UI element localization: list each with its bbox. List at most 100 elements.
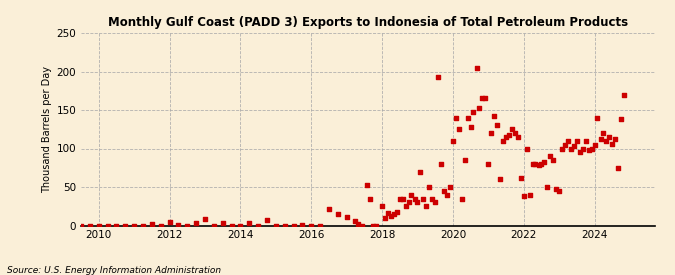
- Point: [471, 65, 482, 70]
- Point: [510, 131, 520, 135]
- Point: [155, 223, 166, 228]
- Point: [365, 196, 376, 201]
- Point: [518, 194, 529, 199]
- Point: [226, 223, 237, 228]
- Point: [445, 185, 456, 189]
- Point: [383, 211, 394, 215]
- Point: [412, 200, 423, 205]
- Point: [138, 223, 148, 228]
- Point: [547, 158, 558, 162]
- Point: [587, 146, 597, 151]
- Point: [368, 223, 379, 228]
- Point: [542, 185, 553, 189]
- Point: [439, 189, 450, 193]
- Point: [530, 162, 541, 166]
- Point: [480, 96, 491, 101]
- Point: [489, 114, 500, 118]
- Point: [371, 223, 381, 228]
- Point: [418, 196, 429, 201]
- Point: [146, 222, 157, 226]
- Point: [356, 223, 367, 228]
- Point: [495, 177, 506, 182]
- Point: [533, 163, 544, 168]
- Point: [539, 160, 549, 164]
- Point: [616, 117, 626, 122]
- Point: [497, 139, 508, 143]
- Point: [468, 109, 479, 114]
- Point: [504, 133, 514, 137]
- Point: [244, 221, 254, 226]
- Point: [67, 223, 78, 228]
- Point: [436, 162, 447, 166]
- Point: [353, 222, 364, 226]
- Point: [209, 223, 219, 228]
- Point: [595, 137, 606, 141]
- Point: [323, 206, 334, 211]
- Point: [394, 196, 405, 201]
- Point: [102, 223, 113, 228]
- Text: Source: U.S. Energy Information Administration: Source: U.S. Energy Information Administ…: [7, 266, 221, 275]
- Point: [501, 135, 512, 139]
- Point: [350, 219, 361, 223]
- Point: [279, 223, 290, 228]
- Point: [450, 116, 461, 120]
- Point: [598, 131, 609, 135]
- Point: [601, 139, 612, 143]
- Point: [173, 222, 184, 227]
- Point: [415, 169, 426, 174]
- Point: [462, 116, 473, 120]
- Point: [610, 137, 620, 141]
- Point: [430, 200, 441, 205]
- Point: [129, 223, 140, 228]
- Point: [200, 217, 211, 222]
- Point: [536, 162, 547, 166]
- Point: [306, 223, 317, 228]
- Point: [120, 223, 131, 228]
- Point: [568, 144, 579, 148]
- Point: [448, 139, 458, 143]
- Point: [427, 196, 437, 201]
- Point: [409, 196, 420, 201]
- Point: [332, 212, 343, 216]
- Point: [524, 192, 535, 197]
- Point: [397, 196, 408, 201]
- Point: [492, 123, 503, 128]
- Point: [252, 223, 263, 228]
- Point: [607, 142, 618, 146]
- Point: [403, 200, 414, 205]
- Point: [560, 142, 570, 147]
- Title: Monthly Gulf Coast (PADD 3) Exports to Indonesia of Total Petroleum Products: Monthly Gulf Coast (PADD 3) Exports to I…: [108, 16, 628, 29]
- Point: [271, 223, 281, 228]
- Point: [377, 204, 387, 208]
- Point: [483, 162, 493, 166]
- Point: [362, 183, 373, 188]
- Point: [589, 142, 600, 147]
- Point: [465, 125, 476, 129]
- Point: [486, 131, 497, 135]
- Point: [406, 192, 417, 197]
- Point: [235, 223, 246, 228]
- Point: [421, 204, 432, 208]
- Point: [433, 75, 443, 79]
- Point: [592, 116, 603, 120]
- Point: [217, 221, 228, 226]
- Point: [164, 219, 175, 224]
- Point: [379, 216, 390, 220]
- Point: [527, 162, 538, 166]
- Point: [583, 148, 594, 152]
- Point: [84, 223, 95, 228]
- Point: [191, 221, 202, 226]
- Point: [474, 106, 485, 111]
- Point: [572, 139, 583, 143]
- Point: [566, 146, 576, 151]
- Point: [315, 223, 325, 228]
- Point: [577, 146, 588, 151]
- Point: [111, 223, 122, 228]
- Point: [477, 96, 487, 101]
- Point: [507, 127, 518, 131]
- Point: [562, 139, 573, 143]
- Point: [454, 127, 464, 131]
- Point: [574, 150, 585, 155]
- Point: [512, 135, 523, 139]
- Point: [459, 158, 470, 162]
